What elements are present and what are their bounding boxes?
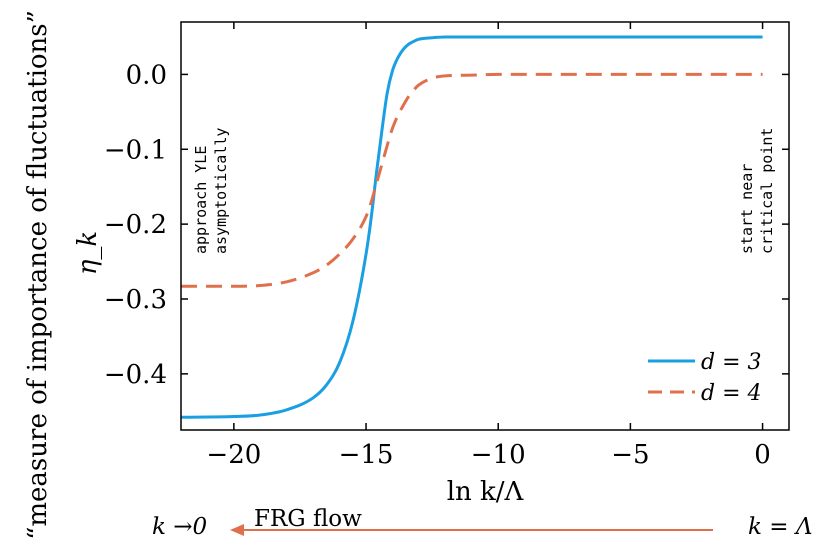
y-tick-label: −0.4 — [104, 360, 167, 390]
x-tick-labels: −20 −15 −10 −5 0 — [206, 440, 770, 470]
annotation-left-line1: approach YLE — [192, 146, 210, 254]
flow-right-label: k = Λ — [748, 514, 813, 540]
y-tick-labels: 0.0 −0.1 −0.2 −0.3 −0.4 — [104, 60, 167, 389]
plot-frame — [180, 21, 790, 431]
annotation-right-line1: start near — [738, 164, 756, 254]
x-axis-label: ln k/Λ — [447, 477, 525, 507]
flow-left-label: k →0 — [152, 514, 208, 540]
y-tick-label: −0.2 — [104, 210, 167, 240]
x-tick-label: −15 — [339, 440, 394, 470]
legend-label-d3: d = 3 — [701, 350, 762, 375]
y-tick-label: −0.3 — [104, 285, 167, 315]
frg-flow-arrowhead — [230, 524, 244, 536]
legend-label-d4: d = 4 — [701, 381, 762, 406]
flow-arrow-label: FRG flow — [254, 506, 362, 532]
series-line-d4 — [181, 72, 763, 288]
y-axis-label: η_k — [73, 231, 103, 275]
y-tick-label: −0.1 — [104, 135, 167, 165]
series-line-d3 — [181, 35, 763, 419]
annotation-left-line2: asymptotically — [212, 128, 230, 254]
y-axis-outer-label: “measure of importance of fluctuations” — [23, 10, 53, 540]
tick-marks — [181, 22, 789, 430]
annotation-right-line2: critical point — [758, 128, 776, 254]
x-tick-label: −20 — [206, 440, 261, 470]
y-tick-label: 0.0 — [126, 60, 167, 90]
x-tick-label: 0 — [754, 440, 771, 470]
series-layer — [181, 35, 763, 419]
x-tick-label: −5 — [611, 440, 649, 470]
legend: d = 3 d = 4 — [648, 350, 762, 406]
x-tick-label: −10 — [471, 440, 526, 470]
